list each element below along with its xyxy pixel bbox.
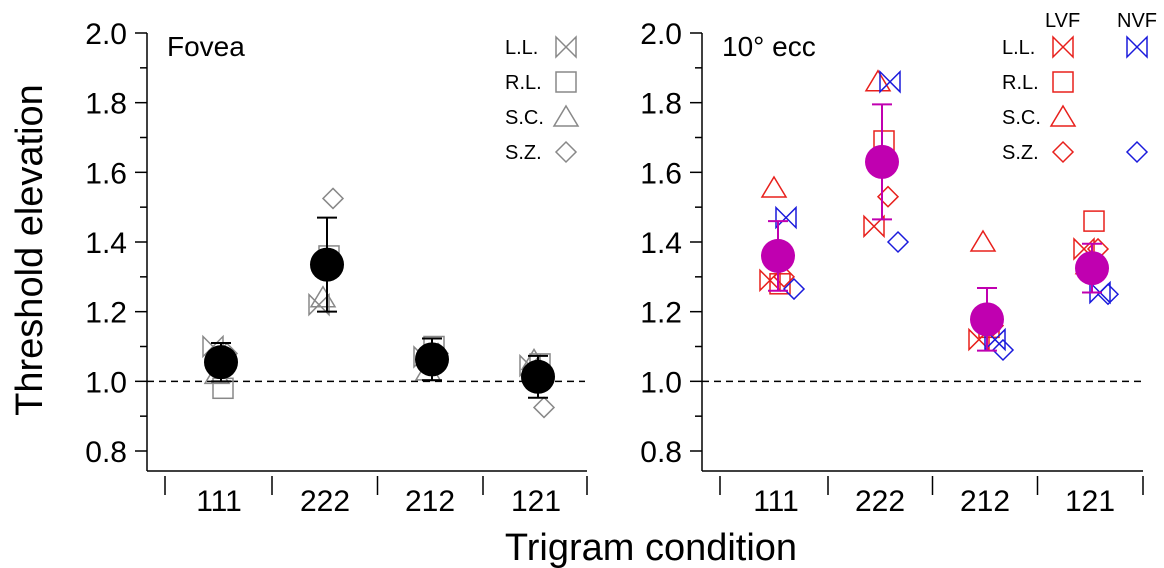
mean-point (1075, 251, 1109, 286)
data-point-square (1083, 210, 1105, 232)
legend-column-header: LVF (1045, 10, 1080, 32)
data-point-bowtie (879, 69, 901, 94)
y-tick-label: 1.6 (85, 157, 127, 190)
y-tick-label: 1.8 (640, 88, 682, 121)
data-point-diamond (886, 230, 910, 254)
legend-marker-square (555, 71, 577, 93)
x-tick-label: 222 (300, 485, 350, 518)
data-point-diamond (991, 338, 1015, 362)
legend-marker-bowtie (1126, 35, 1148, 59)
data-point-bowtie (863, 214, 885, 239)
y-axis-label: Threshold elevation (9, 84, 51, 416)
legend-marker-triangle (552, 104, 580, 127)
legend-label: S.Z. (1002, 142, 1039, 164)
y-tick-label: 2.0 (640, 18, 682, 51)
x-tick-label: 212 (960, 485, 1010, 518)
legend-label: S.C. (1002, 107, 1041, 129)
legend-marker-bowtie (555, 35, 577, 59)
y-tick-label: 0.8 (85, 436, 127, 469)
mean-point (415, 342, 449, 377)
legend-marker-triangle (1049, 104, 1077, 127)
legend-column-header: NVF (1117, 10, 1157, 32)
data-point-triangle (969, 229, 997, 252)
y-tick-label: 1.4 (85, 227, 127, 260)
y-tick-label: 1.4 (640, 227, 682, 260)
x-tick-label: 121 (511, 485, 561, 518)
legend-marker-diamond (554, 140, 578, 164)
data-point-diamond (532, 396, 556, 419)
mean-point (521, 359, 555, 394)
data-point-diamond (782, 277, 806, 301)
y-tick-label: 1.2 (640, 297, 682, 330)
panel-2: 0.8 1.0 1.2 1.4 1.6 1.8 2.0 111 222 212 121 10° ecc… (640, 10, 1157, 518)
mean-point (970, 302, 1004, 337)
legend-label: S.C. (505, 107, 544, 129)
x-tick-label: 222 (855, 485, 905, 518)
data-point-triangle (760, 175, 788, 198)
y-tick-label: 1.6 (640, 157, 682, 190)
data-point-triangle (864, 69, 892, 92)
data-point-diamond (1096, 283, 1120, 306)
legend-label: R.L. (505, 72, 542, 94)
legend-marker-square (1052, 71, 1074, 93)
mean-point (761, 238, 795, 273)
y-tick-label: 1.2 (85, 297, 127, 330)
x-tick-label: 111 (753, 485, 799, 518)
legend-label: R.L. (1002, 72, 1039, 94)
data-point-bowtie (308, 292, 330, 317)
y-tick-label: 1.8 (85, 88, 127, 121)
x-tick-label: 212 (405, 485, 455, 518)
x-tick-label: 111 (196, 485, 242, 518)
legend-marker-diamond (1125, 140, 1149, 164)
legend-label: L.L. (505, 37, 538, 59)
legend-label: S.Z. (505, 142, 542, 164)
y-tick-label: 1.0 (85, 366, 127, 399)
data-point-triangle (309, 285, 337, 308)
data-point-diamond (321, 187, 345, 210)
x-tick-label: 121 (1065, 485, 1115, 518)
mean-point (310, 247, 344, 282)
x-axis-label: Trigram condition (505, 527, 797, 568)
panels: 0.8 1.0 1.2 1.4 1.6 1.8 2.0 111 222 212 121 Fovea L.… (85, 10, 1157, 518)
legend-marker-diamond (1051, 140, 1075, 164)
legend-label: L.L. (1002, 37, 1035, 59)
y-tick-label: 2.0 (85, 18, 127, 51)
panel-title: 10° ecc (722, 31, 816, 62)
panel-title: Fovea (167, 31, 245, 62)
y-tick-label: 0.8 (640, 436, 682, 469)
mean-point (204, 345, 238, 380)
panel-1: 0.8 1.0 1.2 1.4 1.6 1.8 2.0 111 222 212 121 Fovea L.… (85, 18, 588, 518)
legend-marker-bowtie (1052, 35, 1074, 59)
y-tick-label: 1.0 (640, 366, 682, 399)
mean-point (865, 144, 899, 179)
